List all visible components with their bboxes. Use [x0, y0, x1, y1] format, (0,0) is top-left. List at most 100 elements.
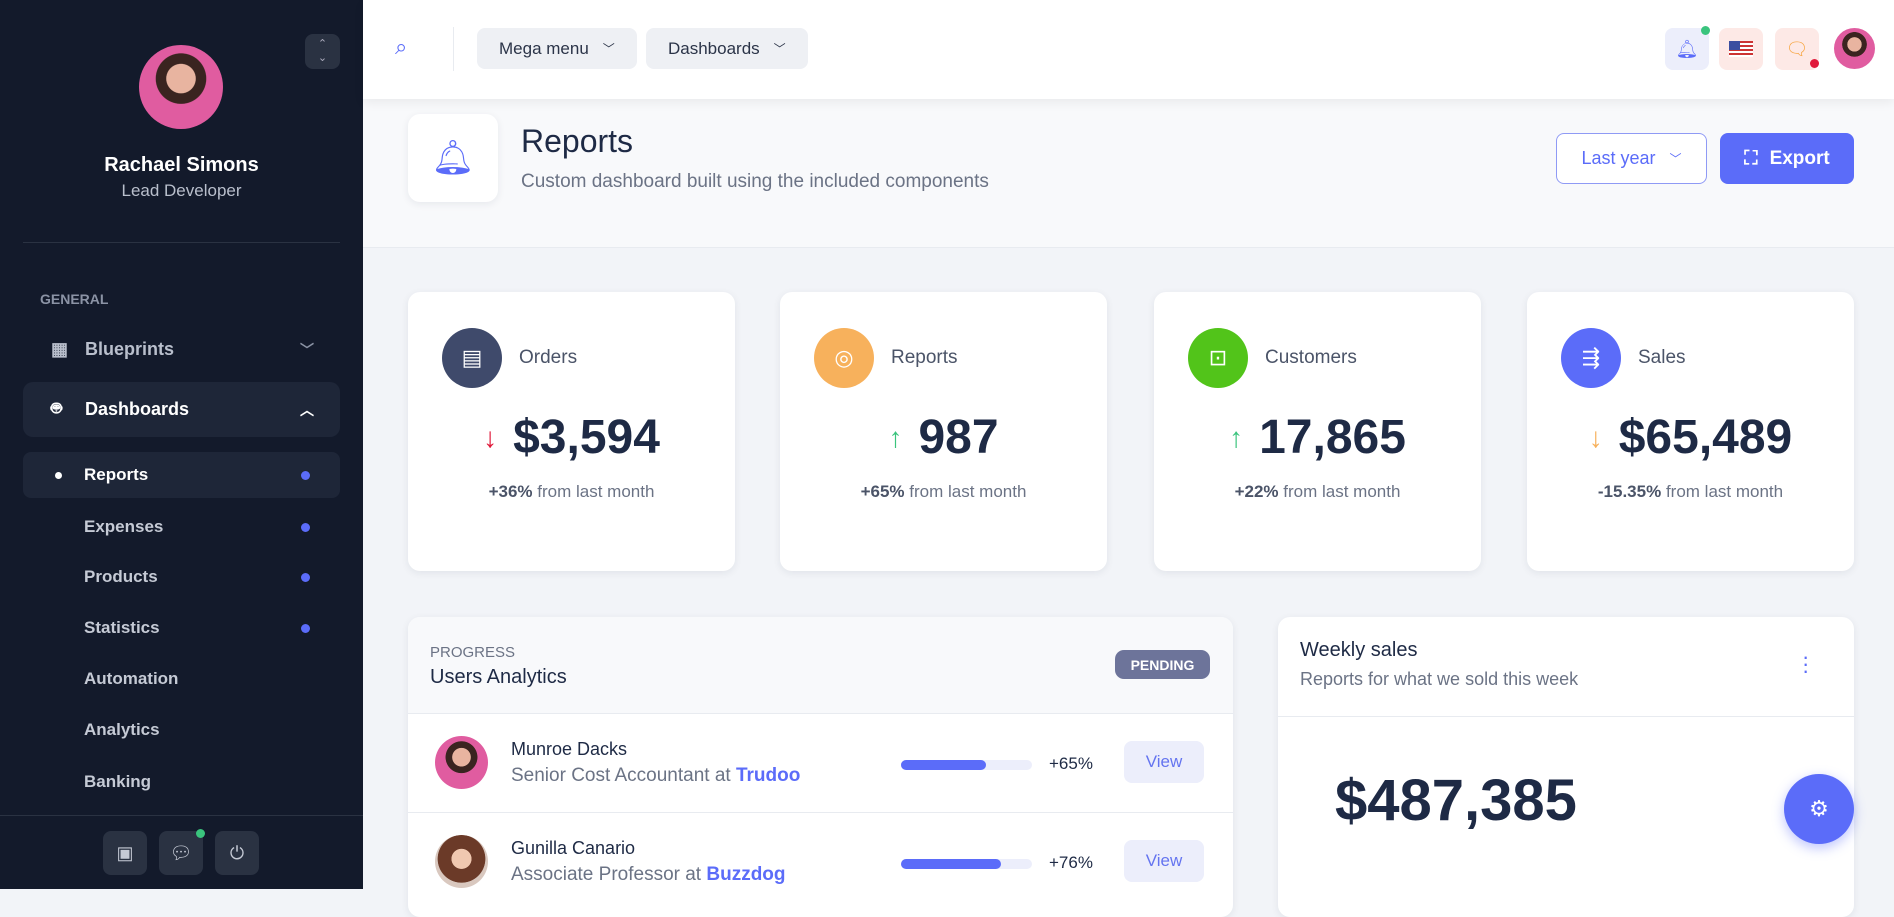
- stat-icon: ⊡: [1188, 328, 1248, 388]
- progress-bar: [901, 859, 1032, 869]
- change-percent: -15.35%: [1597, 482, 1662, 501]
- sidebar-toggle-button[interactable]: ⌃ ⌄: [305, 34, 340, 69]
- table-row: Gunilla Canario Associate Professor at B…: [408, 812, 1233, 911]
- button-label: Dashboards: [668, 38, 760, 58]
- divider: [23, 242, 340, 243]
- stat-change: -15.35% from last month: [1527, 482, 1854, 502]
- stat-card-reports: ◎ Reports ↑ 987 +65% from last month: [780, 292, 1107, 571]
- avatar: [435, 835, 488, 888]
- button-label: Export: [1769, 147, 1830, 169]
- card-title: Weekly sales: [1300, 639, 1418, 661]
- stat-value-row: ↓ $3,594: [408, 410, 735, 465]
- change-suffix: from last month: [1283, 482, 1401, 501]
- user-avatar[interactable]: [139, 45, 223, 129]
- sidebar-item-label: Blueprints: [85, 339, 175, 359]
- arrow-down-icon: ↓: [483, 422, 498, 453]
- sidebar-subitem-analytics[interactable]: Analytics: [23, 707, 340, 753]
- period-select[interactable]: Last year ﹀: [1556, 133, 1707, 184]
- notification-dot: [1701, 26, 1710, 35]
- bell-icon: 🔔︎: [408, 114, 498, 202]
- status-dot: [301, 470, 310, 480]
- search-icon[interactable]: ⌕: [395, 34, 408, 59]
- settings-fab[interactable]: ⚙: [1784, 774, 1854, 844]
- notifications-button[interactable]: 🔔︎: [1665, 26, 1710, 70]
- table-row: Munroe Dacks Senior Cost Accountant at T…: [408, 713, 1233, 812]
- chat-icon: 💬︎: [169, 842, 193, 863]
- progress-bar: [901, 760, 1032, 770]
- stat-label: Customers: [1265, 347, 1357, 368]
- change-percent: +65%: [860, 482, 905, 501]
- stat-value: 987: [918, 411, 999, 464]
- chevron-down-icon: ﹀: [300, 341, 314, 358]
- sidebar-item-label: Banking: [84, 772, 152, 791]
- sidebar-item-label: Expenses: [84, 517, 164, 536]
- calendar-button[interactable]: ▣: [103, 831, 147, 875]
- stat-value-row: ↓ $65,489: [1527, 410, 1854, 465]
- avatar: [435, 736, 488, 789]
- stat-value-row: ↑ 987: [780, 410, 1107, 465]
- view-button[interactable]: View: [1124, 840, 1204, 882]
- active-bullet: [55, 471, 62, 479]
- company-link[interactable]: Buzzdog: [706, 864, 786, 885]
- power-button[interactable]: ⏻: [215, 831, 259, 875]
- sidebar-item-blueprints[interactable]: ▦ Blueprints ﹀: [23, 322, 340, 377]
- chevron-down-icon: ﹀: [773, 42, 786, 56]
- user-name: Rachael Simons: [104, 154, 259, 176]
- stat-change: +65% from last month: [780, 482, 1107, 502]
- user-job: Senior Cost Accountant at Trudoo: [511, 765, 800, 787]
- users-analytics-card: PROGRESS Users Analytics PENDING Munroe …: [408, 617, 1233, 917]
- stat-value-row: ↑ 17,865: [1154, 410, 1481, 465]
- page-title: Reports: [521, 123, 634, 159]
- sidebar-item-label: Statistics: [84, 618, 160, 637]
- sidebar: ⌃ ⌄ Rachael Simons Lead Developer GENERAL…: [0, 0, 363, 889]
- sidebar-subitem-statistics[interactable]: Statistics: [23, 605, 340, 651]
- sidebar-item-label: Automation: [84, 669, 179, 688]
- divider: [1278, 716, 1854, 717]
- sidebar-item-label: Products: [84, 567, 158, 586]
- status-dot: [301, 522, 310, 532]
- stat-card-sales: ⇶ Sales ↓ $65,489 -15.35% from last month: [1527, 292, 1854, 571]
- online-dot: [196, 829, 205, 838]
- sidebar-subitem-reports[interactable]: Reports: [23, 452, 340, 498]
- robot-icon: 🤖︎: [51, 398, 62, 418]
- stat-icon: ◎: [814, 328, 874, 388]
- user-avatar[interactable]: [1834, 28, 1875, 69]
- chat-icon: 🗨︎: [1785, 38, 1809, 59]
- change-suffix: from last month: [1665, 482, 1784, 501]
- mega-menu-button[interactable]: Mega menu ﹀: [477, 28, 637, 69]
- dashboards-menu-button[interactable]: Dashboards ﹀: [646, 28, 808, 69]
- status-dot: [301, 572, 310, 582]
- chevron-up-down-icon: ⌃ ⌄: [317, 38, 328, 64]
- button-label: Mega menu: [499, 38, 589, 58]
- chevron-down-icon: ﹀: [602, 42, 615, 56]
- status-badge: PENDING: [1115, 650, 1210, 679]
- sidebar-item-dashboards[interactable]: 🤖︎ Dashboards ︿: [23, 382, 340, 437]
- change-suffix: from last month: [909, 482, 1027, 501]
- sidebar-subitem-automation[interactable]: Automation: [23, 656, 340, 702]
- change-percent: +22%: [1234, 482, 1279, 501]
- sidebar-subitem-expenses[interactable]: Expenses: [23, 504, 340, 550]
- job-title: Associate Professor at: [511, 864, 702, 885]
- us-flag-icon: [1729, 41, 1753, 57]
- section-label: GENERAL: [40, 291, 109, 307]
- stat-value: 17,865: [1259, 411, 1406, 464]
- stat-value: $65,489: [1618, 411, 1793, 464]
- select-value: Last year: [1581, 148, 1656, 168]
- chat-button[interactable]: 💬︎: [159, 829, 205, 875]
- stat-label: Sales: [1638, 347, 1686, 368]
- stat-card-orders: ▤ Orders ↓ $3,594 +36% from last month: [408, 292, 735, 571]
- change-suffix: from last month: [537, 482, 655, 501]
- stat-label: Orders: [519, 347, 578, 368]
- progress-fill: [901, 760, 987, 770]
- language-button[interactable]: [1719, 28, 1763, 70]
- more-options-icon[interactable]: · · ·: [1802, 644, 1810, 683]
- messages-button[interactable]: 🗨︎: [1775, 28, 1819, 70]
- sidebar-subitem-products[interactable]: Products: [23, 554, 340, 600]
- export-button[interactable]: ⛶ Export: [1720, 133, 1854, 184]
- company-link[interactable]: Trudoo: [735, 765, 801, 786]
- card-subtitle: Reports for what we sold this week: [1300, 669, 1579, 689]
- bell-icon: 🔔︎: [1675, 38, 1699, 59]
- status-dot: [301, 623, 310, 633]
- sidebar-subitem-banking[interactable]: Banking: [23, 759, 340, 805]
- view-button[interactable]: View: [1124, 741, 1204, 783]
